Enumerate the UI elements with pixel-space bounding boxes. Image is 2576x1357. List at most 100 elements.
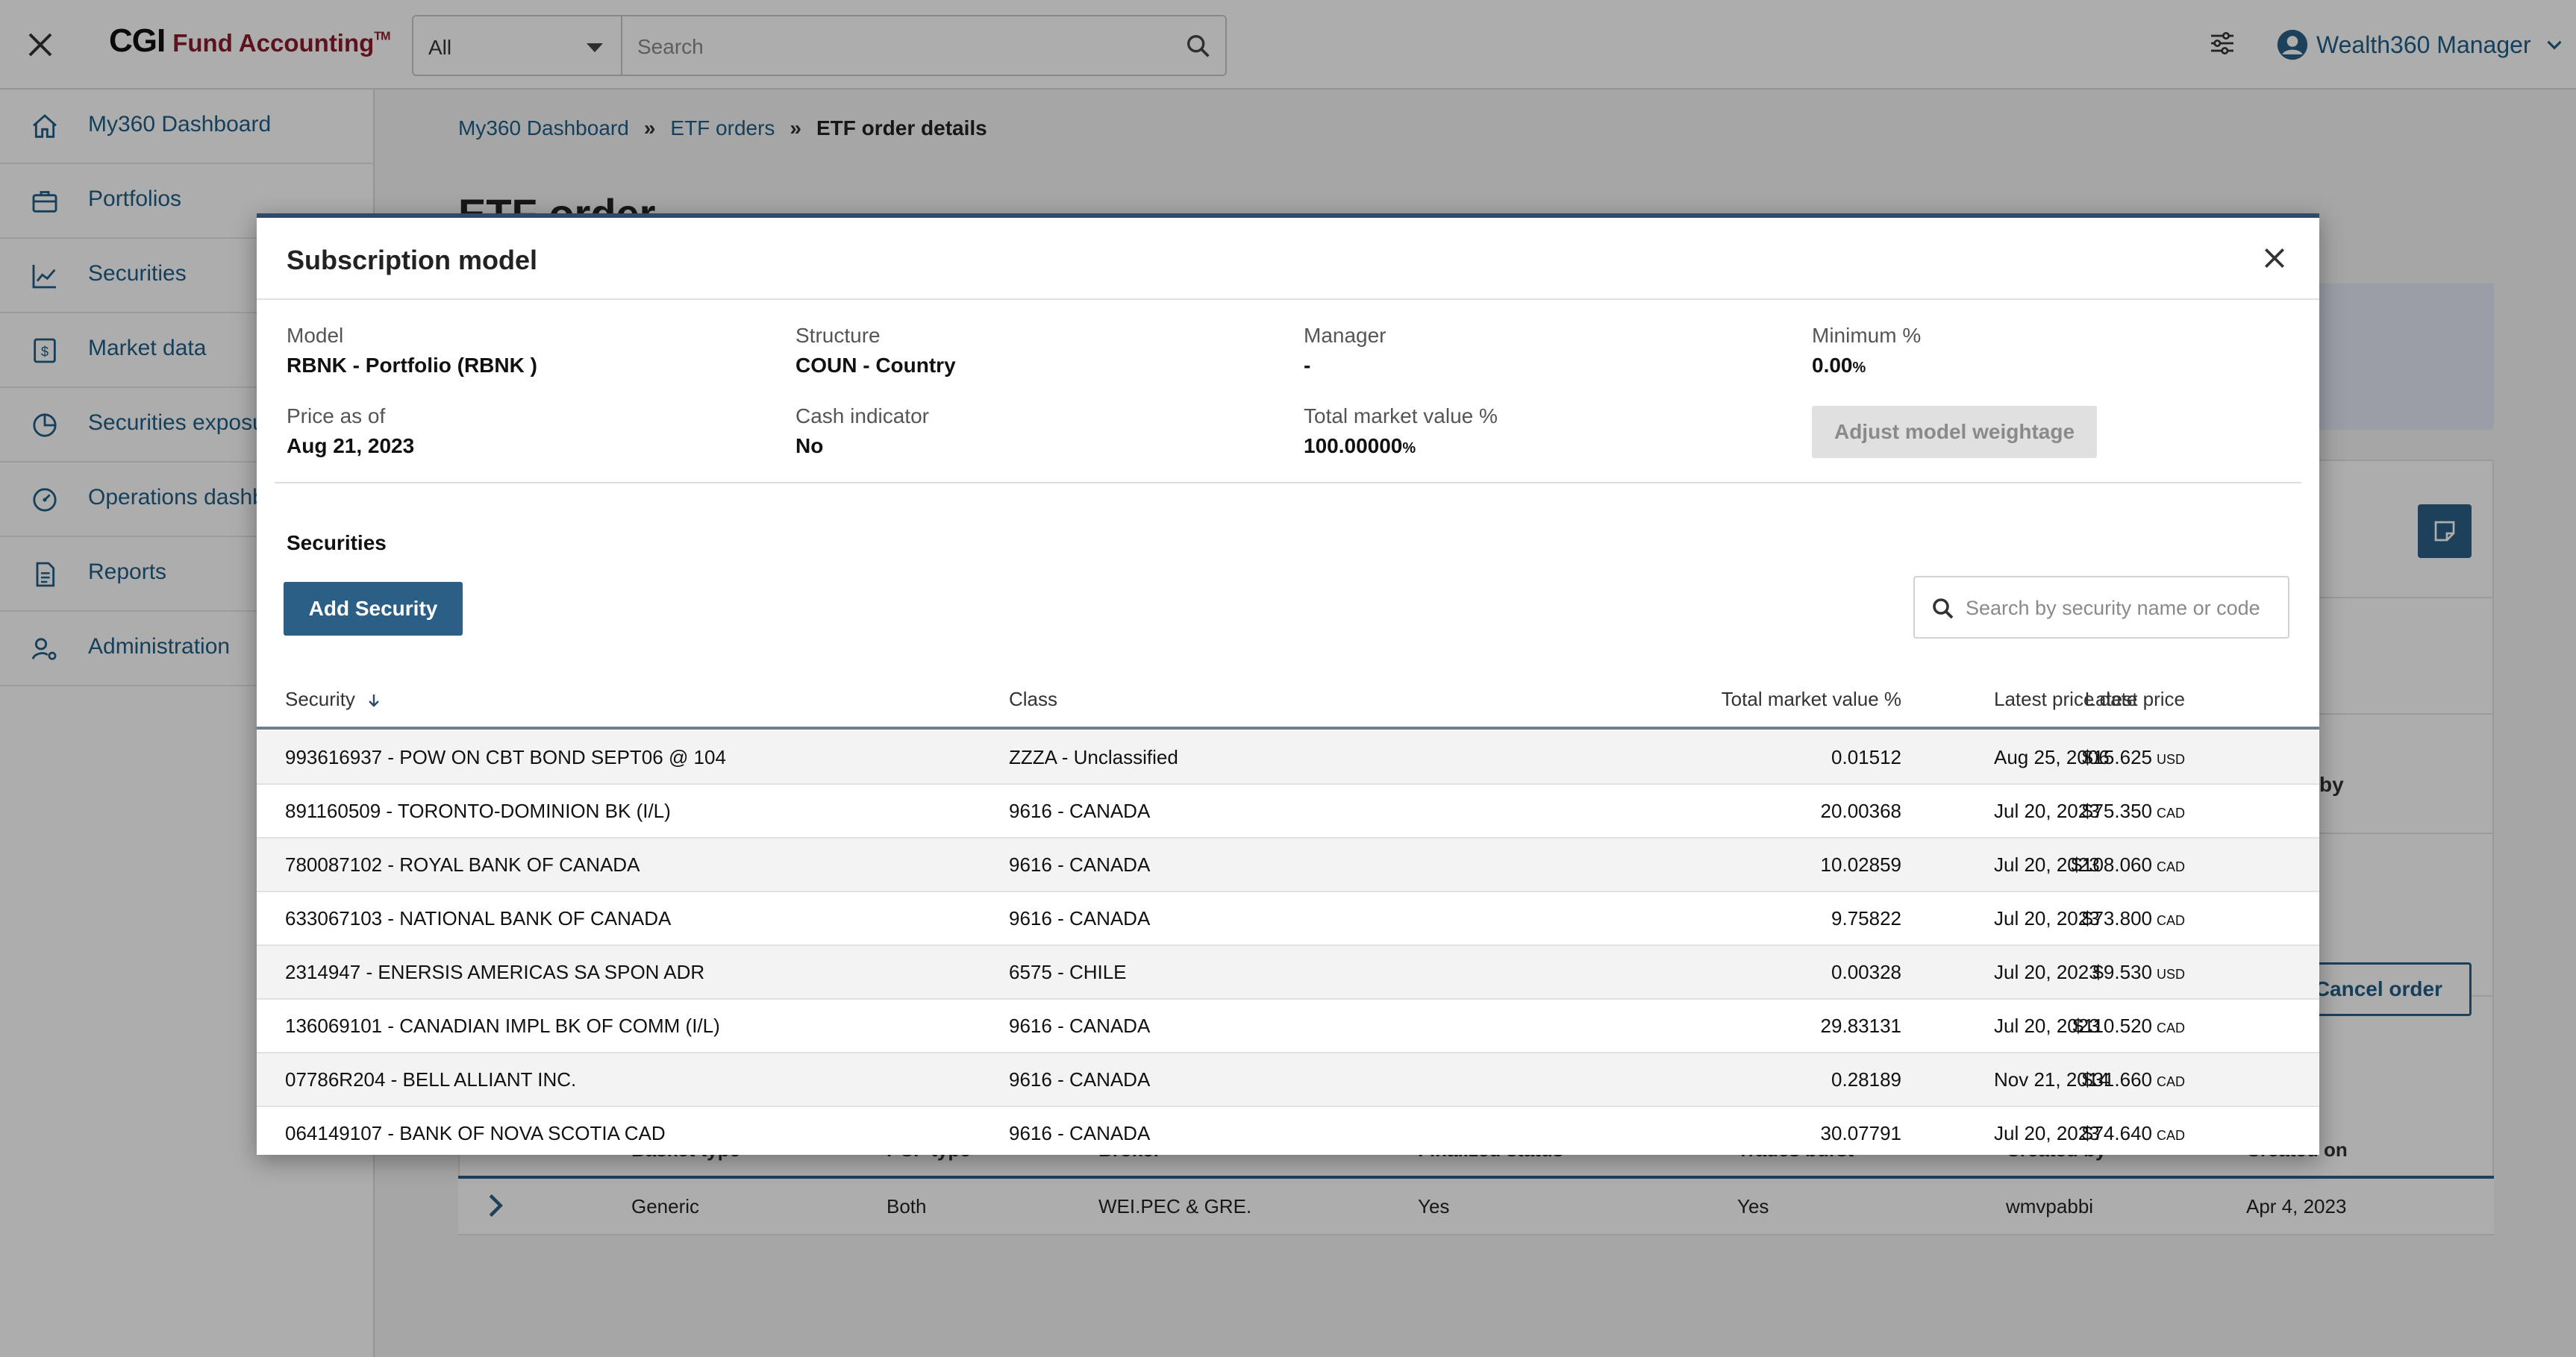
market-value-cell: 9.75822 — [1831, 907, 1901, 930]
class-cell: 9616 - CANADA — [1009, 1068, 1151, 1091]
class-cell: 9616 - CANADA — [1009, 907, 1151, 930]
field-value: 0.00% — [1812, 354, 1866, 377]
dollar-icon: $ — [34, 338, 56, 363]
user-gear-icon — [31, 638, 57, 660]
sidebar-item-securities-exposure[interactable]: Securities exposure — [0, 388, 373, 463]
breadcrumb-current: ETF order details — [816, 116, 987, 140]
latest-price-date-cell: Jul 20, 2023 — [1994, 800, 2100, 822]
latest-price-cell: $15.625 USD — [2082, 746, 2185, 768]
table-row[interactable]: 064149107 - BANK OF NOVA SCOTIA CAD 9616 … — [257, 1107, 2319, 1155]
table-row[interactable]: 780087102 - ROYAL BANK OF CANADA 9616 - C… — [257, 839, 2319, 892]
latest-price-date-cell: Nov 21, 2014 — [1994, 1068, 2110, 1091]
user-name: Wealth360 Manager — [2316, 31, 2531, 58]
structure-field: Structure COUN - Country — [795, 324, 956, 377]
document-icon — [36, 562, 55, 587]
field-label: Total market value % — [1304, 404, 1498, 427]
latest-price-date-cell: Jul 20, 2023 — [1994, 961, 2100, 983]
chevron-right-icon[interactable] — [485, 1192, 506, 1219]
column-header-security[interactable]: Security — [285, 688, 383, 711]
column-header-latest-price[interactable]: Latest price — [2084, 688, 2185, 710]
dialog-title: Subscription model — [287, 245, 538, 275]
sidebar-item-securities[interactable]: Securities — [0, 239, 373, 313]
sidebar-item-label: Securities exposure — [88, 410, 285, 435]
security-cell: 633067103 - NATIONAL BANK OF CANADA — [285, 907, 672, 930]
breadcrumb: My360 Dashboard » ETF orders » ETF order… — [458, 116, 987, 140]
app-logo: CGI Fund AccountingTM — [109, 22, 390, 59]
market-value-cell: 30.07791 — [1820, 1122, 1901, 1144]
search-icon[interactable] — [1184, 31, 1213, 61]
svg-text:$: $ — [41, 344, 49, 360]
table-cell: Yes — [1737, 1195, 1769, 1217]
security-search — [1913, 576, 2289, 639]
adjust-model-weightage-button[interactable]: Adjust model weightage — [1812, 406, 2097, 458]
sidebar-item-market-data[interactable]: $ Market data — [0, 313, 373, 388]
note-icon — [2434, 521, 2455, 542]
table-row[interactable]: 993616937 - POW ON CBT BOND SEPT06 @ 104… — [257, 731, 2319, 785]
table-cell: WEI.PEC & GRE. — [1098, 1195, 1252, 1217]
double-chevron-right-icon: » — [790, 116, 801, 140]
security-cell: 07786R204 - BELL ALLIANT INC. — [285, 1068, 577, 1091]
class-cell: 9616 - CANADA — [1009, 1122, 1151, 1144]
global-search — [622, 15, 1227, 76]
sidebar-item-administration[interactable]: Administration — [0, 612, 373, 686]
class-cell: 6575 - CHILE — [1009, 961, 1127, 983]
sidebar-item-label: Reports — [88, 560, 167, 584]
securities-section-title: Securities — [287, 531, 387, 554]
user-menu[interactable]: Wealth360 Manager — [2276, 25, 2567, 64]
column-header-class[interactable]: Class — [1009, 688, 1058, 710]
table-row[interactable]: 891160509 - TORONTO-DOMINION BK (I/L) 961… — [257, 785, 2319, 839]
search-icon — [1933, 598, 1954, 619]
table-cell: Yes — [1418, 1195, 1450, 1217]
latest-price-date-cell: Aug 25, 2006 — [1994, 746, 2110, 768]
security-search-input[interactable] — [1966, 594, 2279, 622]
field-label: Manager — [1304, 324, 1387, 347]
table-row[interactable] — [458, 1179, 2494, 1235]
latest-price-date-cell: Jul 20, 2023 — [1994, 1122, 2100, 1144]
table-row[interactable]: 136069101 - CANADIAN IMPL BK OF COMM (I/… — [257, 1000, 2319, 1053]
field-label: Model — [287, 324, 344, 347]
market-value-cell: 0.01512 — [1831, 746, 1901, 768]
dialog-header: Subscription model — [257, 218, 2319, 300]
latest-price-date-cell: Jul 20, 2023 — [1994, 1015, 2100, 1037]
sidebar-item-dashboard[interactable]: My360 Dashboard — [0, 90, 373, 164]
sidebar-item-label: Market data — [88, 336, 207, 360]
search-scope-select[interactable]: All — [412, 15, 622, 76]
sort-down-icon — [369, 695, 380, 707]
class-cell: 9616 - CANADA — [1009, 853, 1151, 876]
security-cell: 064149107 - BANK OF NOVA SCOTIA CAD — [285, 1122, 666, 1144]
manager-field: Manager - — [1304, 324, 1387, 377]
latest-price-cell: $110.520 CAD — [2072, 1015, 2185, 1037]
search-scope-value: All — [428, 36, 452, 59]
class-cell: 9616 - CANADA — [1009, 800, 1151, 822]
double-chevron-right-icon: » — [643, 116, 656, 140]
breadcrumb-link-dashboard[interactable]: My360 Dashboard — [458, 116, 629, 140]
market-value-cell: 10.02859 — [1820, 853, 1901, 876]
table-row[interactable]: 2314947 - ENERSIS AMERICAS SA SPON ADR 65… — [257, 946, 2319, 1000]
total-market-value-field: Total market value % 100.00000% — [1304, 404, 1498, 458]
table-row[interactable]: 07786R204 - BELL ALLIANT INC. 9616 - CANA… — [257, 1053, 2319, 1107]
add-security-button[interactable]: Add Security — [284, 582, 463, 636]
table-header-line — [257, 727, 2319, 730]
market-value-cell: 29.83131 — [1820, 1015, 1901, 1037]
latest-price-cell: $73.800 CAD — [2082, 907, 2185, 930]
breadcrumb-link-etf-orders[interactable]: ETF orders — [670, 116, 775, 140]
column-header-total-market-value[interactable]: Total market value % — [1721, 688, 1901, 710]
cancel-order-button[interactable]: Cancel order — [2303, 962, 2472, 1016]
close-icon[interactable] — [22, 27, 58, 63]
table-cell: Apr 4, 2023 — [2246, 1195, 2347, 1217]
notes-button[interactable] — [2418, 504, 2472, 558]
pie-icon — [33, 413, 57, 437]
search-input[interactable] — [637, 33, 1145, 61]
gauge-icon — [33, 488, 57, 512]
field-label: Minimum % — [1812, 324, 1922, 347]
filter-sliders-icon[interactable] — [2207, 28, 2237, 58]
sidebar-item-label: Administration — [88, 634, 231, 659]
table-row[interactable]: 633067103 - NATIONAL BANK OF CANADA 9616 … — [257, 892, 2319, 946]
column-header-latest-price-date[interactable]: Latest price date — [1994, 688, 2138, 710]
sidebar-item-portfolios[interactable]: Portfolios — [0, 164, 373, 239]
close-icon[interactable] — [2260, 243, 2289, 273]
sidebar-item-reports[interactable]: Reports — [0, 537, 373, 612]
chevron-down-icon — [2546, 40, 2562, 50]
table-header-line — [458, 1176, 2494, 1179]
